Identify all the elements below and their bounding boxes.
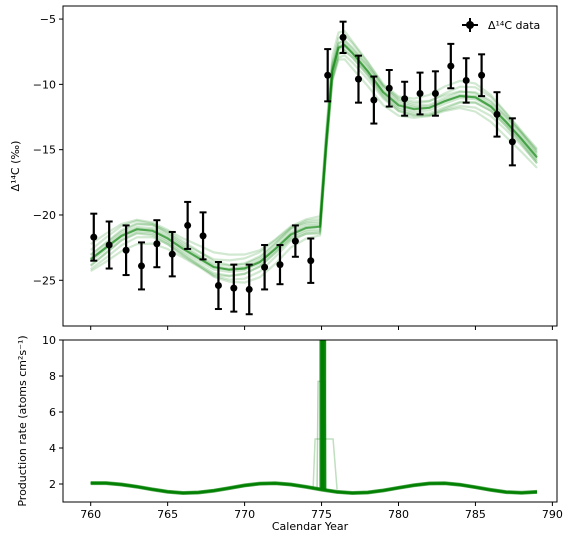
bottom-y-tick-label: 10 xyxy=(42,334,56,347)
data-point xyxy=(184,221,192,229)
data-point xyxy=(401,95,409,103)
top-y-axis-label: Δ¹⁴C (‰) xyxy=(9,141,22,192)
bottom-y-tick-label: 8 xyxy=(49,370,56,383)
data-point xyxy=(105,241,113,249)
legend: Δ¹⁴C data xyxy=(462,18,540,32)
bottom-panel: 2 4 6 8 10 760 765 770 775 780 785 790 Production … xyxy=(16,334,563,533)
data-point xyxy=(276,261,284,269)
bottom-x-ticks: 760 765 770 775 780 785 790 xyxy=(80,502,563,521)
data-point xyxy=(122,246,130,254)
top-y-tick-label: −5 xyxy=(40,13,56,26)
bottom-y-ticks: 2 4 6 8 10 xyxy=(42,334,63,491)
data-point xyxy=(324,71,332,79)
top-data-points xyxy=(90,20,516,316)
data-point xyxy=(153,240,161,248)
data-point xyxy=(462,76,470,84)
data-point xyxy=(307,257,315,265)
data-point xyxy=(137,262,145,270)
data-point xyxy=(261,263,269,271)
data-point xyxy=(508,138,516,146)
bottom-faint-pulse xyxy=(316,380,327,490)
data-point xyxy=(447,62,455,70)
bottom-x-tick-label: 785 xyxy=(465,508,486,521)
bottom-x-tick-label: 790 xyxy=(542,508,563,521)
top-axes-frame xyxy=(62,5,558,327)
data-point xyxy=(354,75,362,83)
bottom-y-tick-label: 4 xyxy=(49,442,56,455)
bottom-y-axis-label: Production rate (atoms cm²s⁻¹) xyxy=(16,335,29,506)
bottom-model-line xyxy=(90,481,538,494)
top-y-tick-label: −20 xyxy=(33,209,56,222)
bottom-x-tick-label: 770 xyxy=(234,508,255,521)
bottom-model-lines xyxy=(90,340,538,496)
data-point xyxy=(291,237,299,245)
data-point xyxy=(339,33,347,41)
legend-label: Δ¹⁴C data xyxy=(488,19,540,32)
data-point xyxy=(214,282,222,290)
data-point xyxy=(245,285,253,293)
data-point xyxy=(230,284,238,292)
data-point xyxy=(416,90,424,98)
top-panel: −25 −20 −15 −10 −5 Δ¹⁴C (‰) Δ¹⁴C data xyxy=(9,5,558,330)
data-point xyxy=(493,110,501,118)
data-point xyxy=(168,250,176,258)
top-y-ticks: −25 −20 −15 −10 −5 xyxy=(33,13,63,287)
bottom-faint-pulse xyxy=(312,438,338,490)
data-point xyxy=(370,96,378,104)
bottom-axes-frame xyxy=(62,339,558,503)
bottom-y-tick-label: 2 xyxy=(49,478,56,491)
data-point xyxy=(90,233,98,241)
top-y-tick-label: −10 xyxy=(33,78,56,91)
data-point xyxy=(385,84,393,92)
top-x-ticks xyxy=(90,326,553,330)
data-point xyxy=(431,90,439,98)
top-y-tick-label: −15 xyxy=(33,144,56,157)
data-point xyxy=(199,232,207,240)
x-axis-label: Calendar Year xyxy=(272,520,349,533)
data-point xyxy=(478,71,486,79)
bottom-x-tick-label: 780 xyxy=(388,508,409,521)
top-y-tick-label: −25 xyxy=(33,274,56,287)
bottom-x-tick-label: 760 xyxy=(80,508,101,521)
bottom-y-tick-label: 6 xyxy=(49,406,56,419)
bottom-x-tick-label: 775 xyxy=(311,508,332,521)
legend-marker-point xyxy=(466,21,474,29)
bottom-x-tick-label: 765 xyxy=(157,508,178,521)
